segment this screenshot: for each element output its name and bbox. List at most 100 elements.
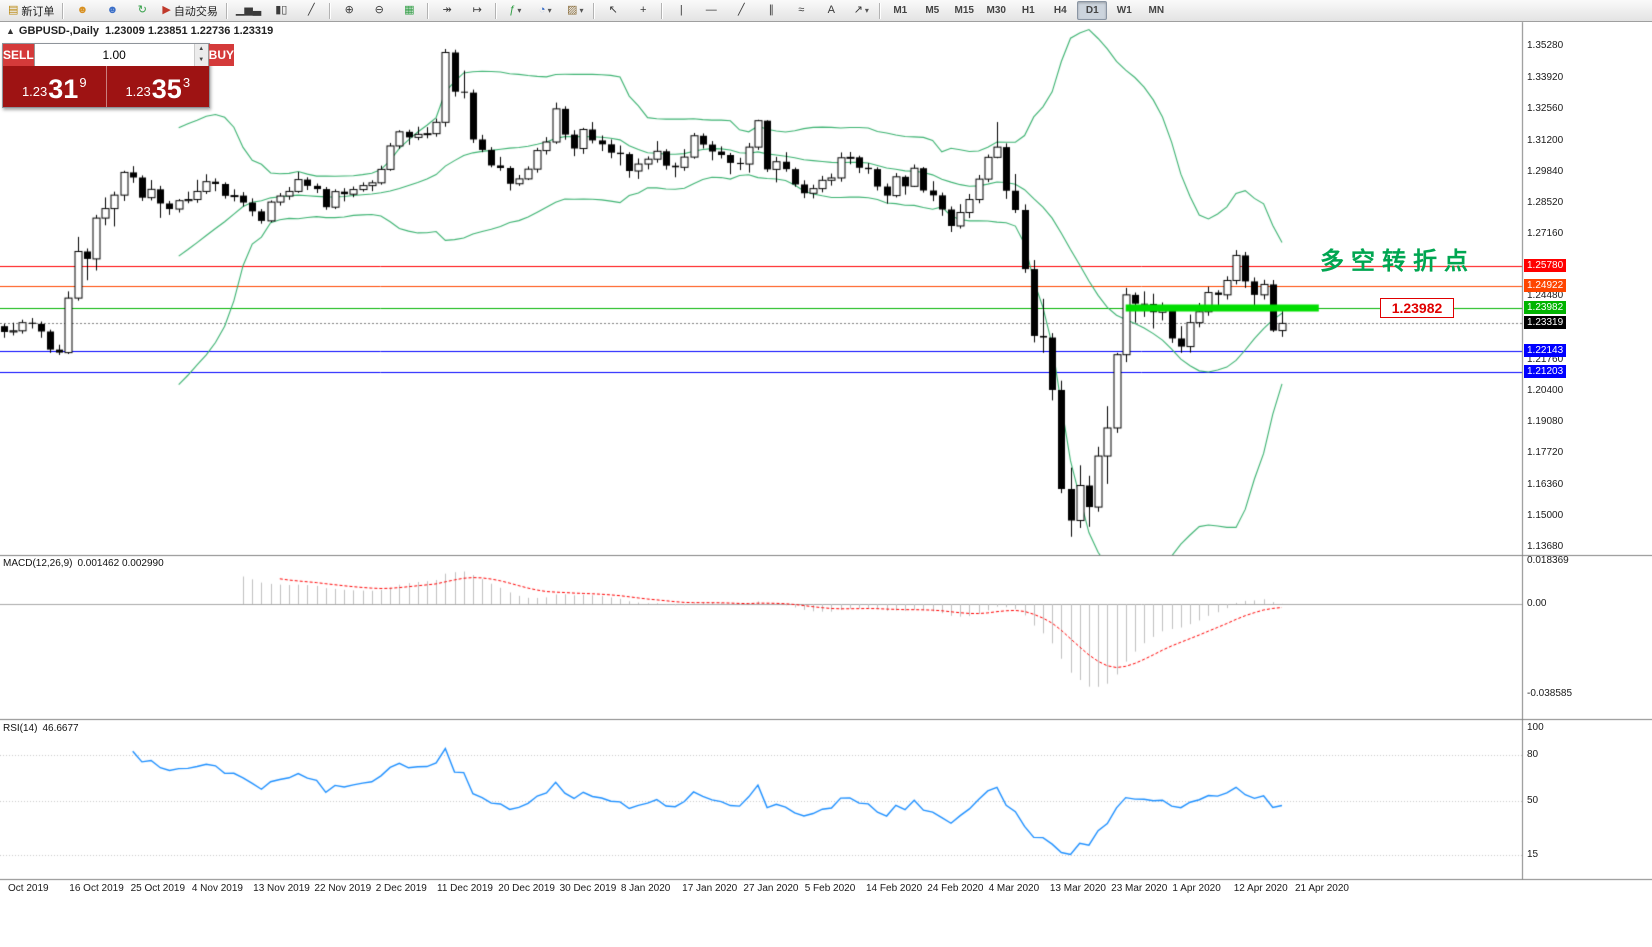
zoom-out-icon: ⊖: [374, 4, 384, 16]
new-order-button-label: 新订单: [21, 5, 55, 18]
indicators-fx-icon: ƒ: [509, 4, 516, 16]
timeframe-w1-button[interactable]: W1: [1116, 5, 1132, 16]
volume-increase-button[interactable]: ▲: [194, 44, 208, 55]
buy-price-pips: 35: [151, 74, 182, 104]
macd-values: 0.001462 0.002990: [77, 558, 164, 569]
toolbar-separator: [62, 2, 65, 19]
rsi-indicator-label: RSI(14) 46.6677: [3, 723, 79, 734]
zoom-out-button[interactable]: ⊖: [365, 1, 393, 21]
timeframe-m15-button[interactable]: M15: [954, 5, 974, 16]
price-level-badge[interactable]: 1.21203: [1524, 365, 1567, 379]
line-chart-button[interactable]: ╱: [297, 1, 325, 21]
toolbar-separator: [661, 2, 664, 19]
crosshair-button[interactable]: +: [629, 1, 657, 21]
tile-windows-button[interactable]: ▦: [395, 1, 423, 21]
sell-button[interactable]: SELL: [3, 44, 34, 66]
bar-chart-icon: ▁▅▃: [235, 4, 262, 16]
price-level-badge[interactable]: 1.23319: [1524, 316, 1567, 330]
equidistant-channel-icon: ∥: [768, 4, 775, 16]
buy-button[interactable]: BUY: [208, 44, 235, 66]
timeframe-m30-button[interactable]: M30: [986, 5, 1006, 16]
sell-price[interactable]: 1.23 31 9: [3, 66, 106, 107]
price-level-callout: 1.23982: [1380, 298, 1454, 318]
profile-button[interactable]: ☻: [98, 1, 126, 21]
toolbar-separator: [427, 2, 430, 19]
one-click-trading-panel: SELL ▲ ▼ BUY 1.23 31 9 1.23 35 3: [2, 43, 235, 108]
sell-price-pips: 31: [48, 74, 79, 104]
fibonacci-button[interactable]: ≈: [787, 1, 815, 21]
toolbar-separator: [329, 2, 332, 19]
auto-scroll-button[interactable]: ↠: [433, 1, 461, 21]
one-click-toggle-icon[interactable]: ▲: [6, 26, 15, 36]
auto-scroll-icon: ↠: [442, 4, 452, 16]
volume-spinner: ▲ ▼: [193, 44, 208, 66]
macd-name: MACD(12,26,9): [3, 558, 73, 569]
clock-icon: ◔: [538, 4, 546, 16]
macd-indicator-label: MACD(12,26,9) 0.001462 0.002990: [3, 558, 164, 569]
cursor-button[interactable]: ↖: [599, 1, 627, 21]
vertical-line-button[interactable]: |: [667, 1, 695, 21]
autotrading-button[interactable]: ▶ 自动交易: [158, 1, 221, 21]
fibonacci-icon: ≈: [798, 4, 805, 16]
templates-button[interactable]: ▨ ▾: [561, 1, 589, 21]
buy-price-point: 3: [182, 75, 191, 90]
text-label-button[interactable]: A: [817, 1, 845, 21]
timeframe-d1-button[interactable]: D1: [1077, 1, 1108, 20]
candlestick-icon: ▮▯: [275, 4, 288, 16]
price-divider: [105, 66, 107, 107]
volume-decrease-button[interactable]: ▼: [194, 55, 208, 66]
zoom-in-button[interactable]: ⊕: [335, 1, 363, 21]
indicators-button[interactable]: ƒ ▾: [501, 1, 529, 21]
template-icon: ▨: [567, 4, 578, 16]
bar-chart-button[interactable]: ▁▅▃: [232, 1, 265, 21]
candlestick-chart-button[interactable]: ▮▯: [267, 1, 295, 21]
arrow-objects-icon: ↗: [853, 4, 863, 16]
channel-button[interactable]: ∥: [757, 1, 785, 21]
price-level-badge[interactable]: 1.22143: [1524, 343, 1567, 357]
toolbar-separator: [593, 2, 596, 19]
timeframe-h4-button[interactable]: H4: [1053, 5, 1067, 16]
mql5-community-button[interactable]: ☻: [68, 1, 96, 21]
line-chart-icon: ╱: [307, 4, 315, 16]
timeframe-m1-button[interactable]: M1: [893, 5, 908, 16]
volume-field: ▲ ▼: [33, 44, 209, 66]
rsi-name: RSI(14): [3, 723, 38, 734]
timeframe-m5-button[interactable]: M5: [925, 5, 940, 16]
periods-button[interactable]: ◔ ▾: [531, 1, 559, 21]
price-level-badge[interactable]: 1.24922: [1524, 279, 1567, 293]
horizontal-line-button[interactable]: ―: [697, 1, 725, 21]
crosshair-icon: +: [640, 4, 647, 16]
profile-icon: ☻: [106, 4, 119, 16]
sell-price-base: 1.23: [21, 84, 48, 99]
price-level-badge[interactable]: 1.25780: [1524, 259, 1567, 273]
rsi-value: 46.6677: [42, 723, 79, 734]
arrow-objects-button[interactable]: ↗ ▾: [847, 1, 875, 21]
chart-title-bar: ▲ GBPUSD-,Daily 1.23009 1.23851 1.22736 1.…: [6, 25, 273, 37]
timeframe-mn-button[interactable]: MN: [1148, 5, 1165, 16]
autotrading-play-icon: ▶: [162, 4, 171, 16]
chart-shift-icon: ↦: [472, 4, 482, 16]
community-icon: ☻: [76, 4, 89, 16]
cursor-icon: ↖: [608, 4, 618, 16]
buy-price[interactable]: 1.23 35 3: [107, 66, 210, 107]
data-window-button[interactable]: ↻: [128, 1, 156, 21]
chevron-down-icon: ▾: [547, 6, 552, 15]
horizontal-line-icon: ―: [705, 4, 717, 16]
trendline-button[interactable]: ╱: [727, 1, 755, 21]
price-level-badge[interactable]: 1.23982: [1524, 301, 1567, 315]
timeframe-h1-button[interactable]: H1: [1021, 5, 1035, 16]
one-click-top-row: SELL ▲ ▼ BUY: [3, 44, 235, 66]
trendline-icon: ╱: [737, 4, 745, 16]
text-icon: A: [827, 4, 835, 16]
toolbar-separator: [495, 2, 498, 19]
tile-windows-icon: ▦: [404, 4, 415, 16]
refresh-icon: ↻: [137, 4, 148, 16]
sell-price-point: 9: [79, 75, 87, 90]
volume-input[interactable]: [34, 44, 194, 66]
new-order-button[interactable]: ▤ 新订单: [4, 1, 58, 21]
chart-shift-button[interactable]: ↦: [463, 1, 491, 21]
turning-point-annotation: 多空转折点: [1320, 248, 1475, 275]
order-ticket-icon: ▤: [8, 4, 19, 16]
